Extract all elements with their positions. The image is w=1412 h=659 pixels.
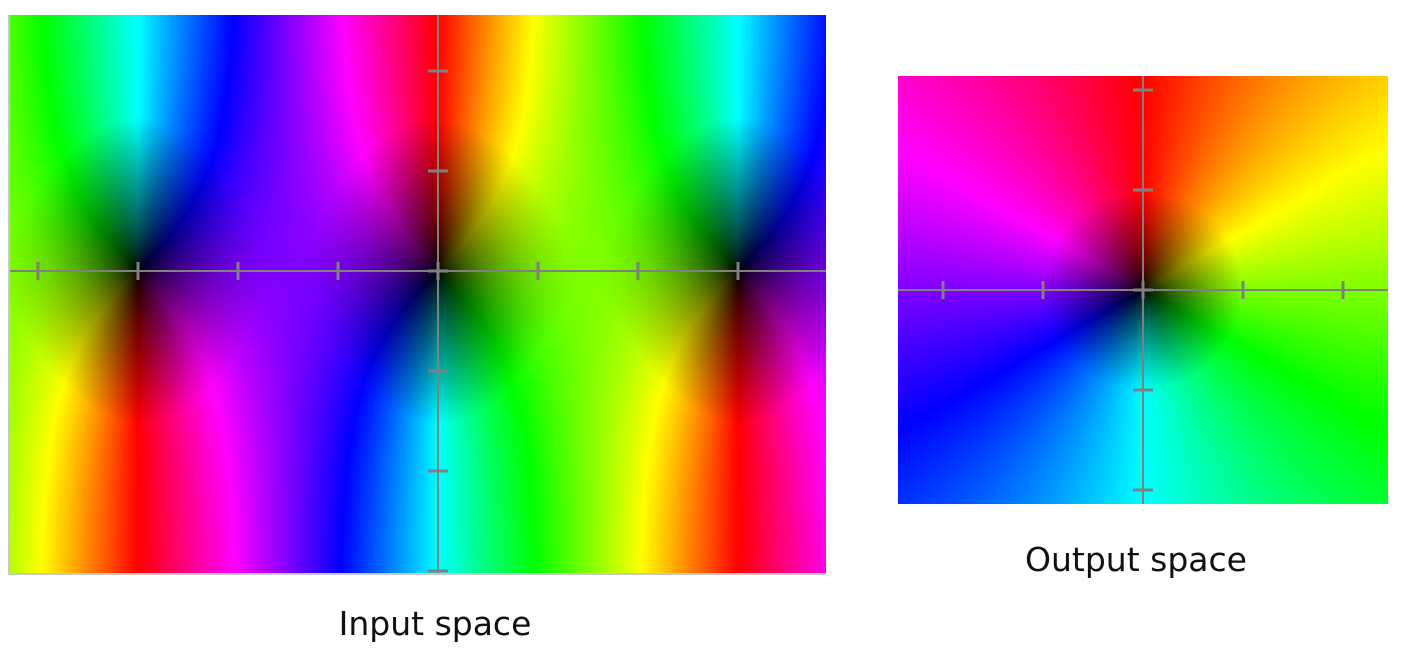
- input-domain-coloring: [10, 15, 826, 573]
- output-space-caption: Output space: [1025, 540, 1247, 579]
- output-space-plot: [898, 76, 1388, 504]
- output-axes: [898, 76, 1388, 504]
- input-space-plot: [8, 15, 826, 575]
- input-space-caption: Input space: [338, 604, 532, 643]
- input-axes: [10, 15, 826, 573]
